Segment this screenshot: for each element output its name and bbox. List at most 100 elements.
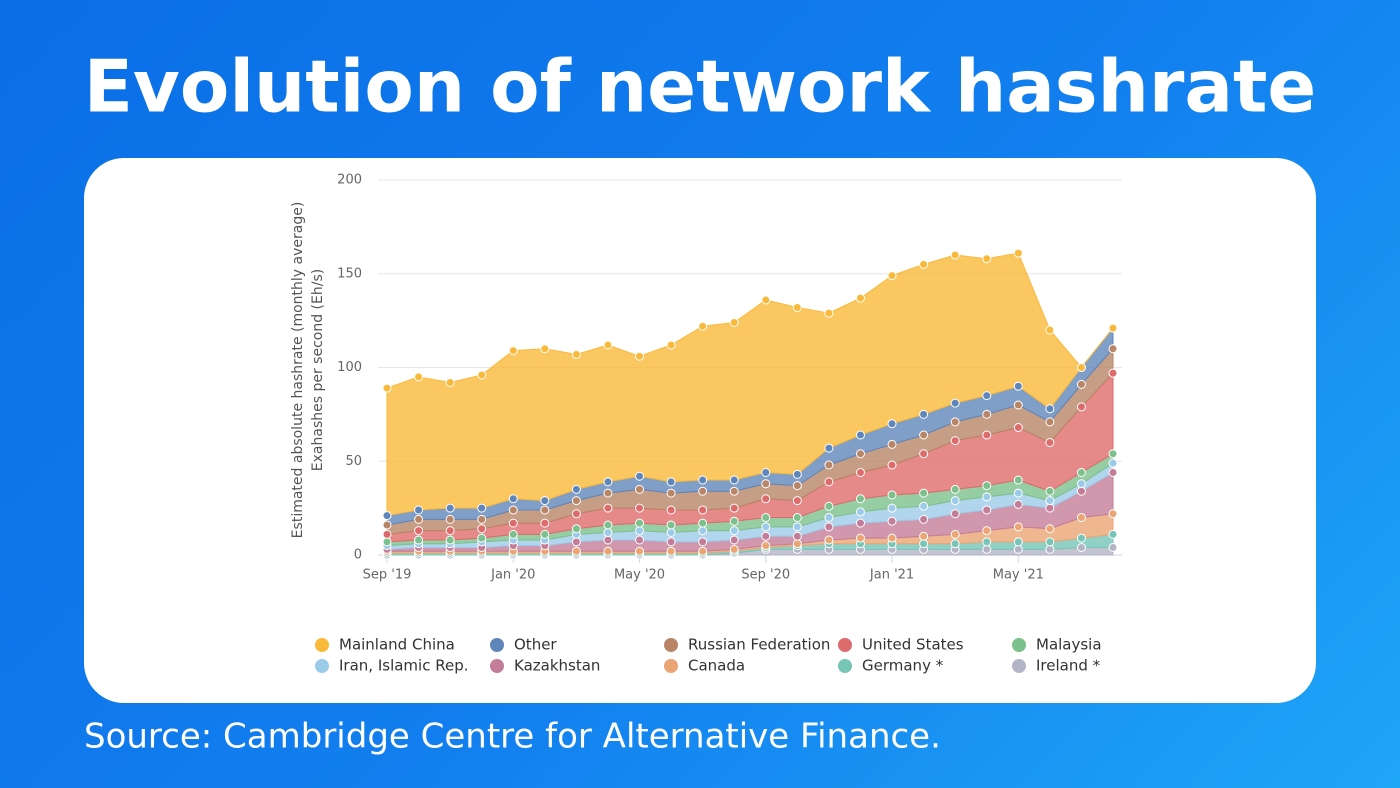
point xyxy=(729,486,739,496)
point xyxy=(508,346,518,356)
legend-label: Iran, Islamic Rep. xyxy=(339,657,469,675)
point xyxy=(1108,344,1118,354)
point xyxy=(508,518,518,528)
point xyxy=(982,254,992,264)
legend-marker xyxy=(838,638,852,652)
point xyxy=(982,481,992,491)
point xyxy=(698,518,708,528)
point xyxy=(477,503,487,513)
slide-title: Evolution of network hashrate xyxy=(84,45,1317,129)
point xyxy=(855,468,865,477)
point xyxy=(824,513,834,522)
point xyxy=(919,539,929,549)
point xyxy=(1045,544,1055,554)
point xyxy=(824,522,834,532)
point xyxy=(887,516,897,526)
point xyxy=(792,303,802,312)
point xyxy=(571,349,581,359)
point xyxy=(982,526,992,536)
point xyxy=(1076,468,1086,477)
point xyxy=(1108,449,1118,459)
x-tick-label: May '20 xyxy=(614,568,665,583)
point xyxy=(414,372,424,382)
point xyxy=(761,295,771,305)
point xyxy=(445,526,455,536)
point xyxy=(729,516,739,526)
point xyxy=(761,468,771,477)
point xyxy=(950,250,960,260)
x-tick-label: Sep '19 xyxy=(363,568,412,583)
legend-marker xyxy=(315,638,329,652)
legend-marker xyxy=(490,638,504,652)
point xyxy=(1108,468,1118,477)
point xyxy=(571,546,581,556)
point xyxy=(887,271,897,281)
point xyxy=(919,501,929,511)
point xyxy=(382,383,392,393)
point xyxy=(698,505,708,515)
legend-label: Ireland * xyxy=(1036,657,1101,675)
x-tick-label: Jan '20 xyxy=(490,568,535,583)
point xyxy=(698,546,708,556)
point xyxy=(982,430,992,440)
legend-marker xyxy=(490,659,504,673)
x-tick-label: Jan '21 xyxy=(869,568,914,583)
point xyxy=(635,351,645,361)
point xyxy=(1045,438,1055,447)
point xyxy=(540,505,550,515)
point xyxy=(982,409,992,419)
point xyxy=(887,460,897,470)
point xyxy=(761,494,771,504)
point xyxy=(414,505,424,515)
point xyxy=(1013,400,1023,410)
point xyxy=(761,479,771,489)
point xyxy=(1108,543,1118,552)
point xyxy=(477,533,487,543)
point xyxy=(635,546,645,556)
point xyxy=(666,505,676,515)
point xyxy=(1076,486,1086,496)
point xyxy=(919,531,929,541)
legend-label: Canada xyxy=(688,657,745,675)
point xyxy=(1045,486,1055,496)
point xyxy=(382,537,392,547)
point xyxy=(445,535,455,545)
point xyxy=(1108,368,1118,378)
point xyxy=(1108,509,1118,519)
point xyxy=(1045,496,1055,506)
point xyxy=(445,378,455,387)
point xyxy=(950,417,960,427)
point xyxy=(1013,475,1023,485)
legend-marker xyxy=(838,659,852,673)
area xyxy=(386,252,1114,517)
legend-marker xyxy=(315,659,329,673)
legend-marker xyxy=(664,638,678,652)
point xyxy=(603,520,613,530)
point xyxy=(855,430,865,440)
point xyxy=(698,321,708,331)
point xyxy=(982,505,992,515)
point xyxy=(887,419,897,429)
legend-label: Russian Federation xyxy=(688,636,830,654)
point xyxy=(540,518,550,528)
point xyxy=(414,535,424,545)
point xyxy=(824,443,834,453)
point xyxy=(1076,513,1086,522)
source-note: Source: Cambridge Centre for Alternative… xyxy=(84,717,941,757)
point xyxy=(571,524,581,534)
x-tick-label: May '21 xyxy=(993,568,1044,583)
point xyxy=(792,496,802,506)
point xyxy=(982,537,992,547)
point xyxy=(950,484,960,494)
point xyxy=(382,511,392,521)
point xyxy=(1013,522,1023,532)
legend-marker xyxy=(664,659,678,673)
point xyxy=(414,526,424,536)
point xyxy=(635,503,645,513)
point xyxy=(950,398,960,408)
point xyxy=(792,469,802,479)
point xyxy=(571,484,581,494)
y-axis-label: Estimated absolute hashrate (monthly ave… xyxy=(290,202,306,539)
point xyxy=(540,496,550,506)
point xyxy=(382,529,392,539)
